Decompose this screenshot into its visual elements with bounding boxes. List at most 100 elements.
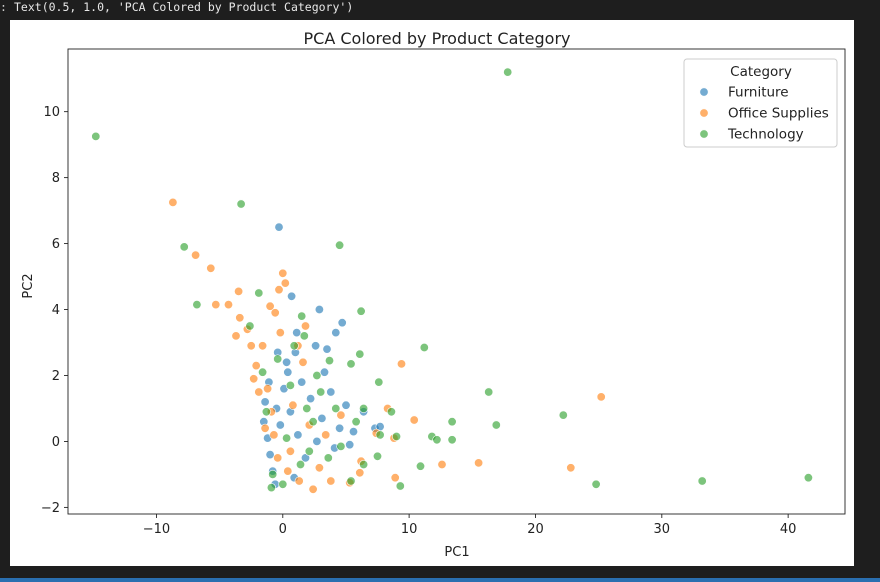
point-furniture [306,394,316,404]
point-technology [273,354,283,364]
point-office-supplies [211,300,221,310]
point-office-supplies [596,392,606,402]
point-furniture [341,400,351,410]
point-technology [558,410,568,420]
x-tick-label: −10 [143,522,170,537]
point-technology [302,403,312,413]
point-furniture [314,304,324,314]
point-technology [254,288,264,298]
point-office-supplies [274,285,284,295]
point-office-supplies [314,463,324,473]
x-axis-ticks: −10 0 10 20 30 40 [143,514,797,537]
legend-label-office-supplies: Office Supplies [728,106,829,122]
point-technology [391,431,401,441]
point-technology [591,479,601,489]
point-office-supplies [246,341,256,351]
point-office-supplies [251,361,261,371]
point-furniture [348,427,358,437]
points-layer [91,67,813,494]
point-office-supplies [168,197,178,207]
x-axis-label: PC1 [444,545,469,560]
point-furniture [317,413,327,423]
point-technology [374,377,384,387]
point-technology [335,240,345,250]
point-technology [419,342,429,352]
point-technology [304,446,314,456]
point-office-supplies [249,374,259,384]
point-furniture [260,397,270,407]
point-technology [346,476,356,486]
point-technology [308,417,318,427]
point-office-supplies [263,384,273,394]
y-tick-label: −2 [41,501,60,516]
legend-marker-furniture [699,87,709,97]
point-furniture [326,387,336,397]
point-technology [447,417,457,427]
point-technology [356,306,366,316]
x-tick-label: 30 [654,522,671,537]
point-technology [697,476,707,486]
output-gutter: : [0,0,7,14]
point-technology [179,242,189,252]
point-technology [803,473,813,483]
chart-title: PCA Colored by Product Category [304,29,571,48]
point-office-supplies [390,473,400,483]
point-office-supplies [224,300,234,310]
point-office-supplies [298,357,308,367]
point-office-supplies [269,430,279,440]
point-furniture [265,450,275,460]
y-tick-label: 0 [52,435,60,450]
point-technology [351,417,361,427]
point-technology [316,387,326,397]
y-axis-label: PC2 [21,273,36,298]
point-technology [336,441,346,451]
point-furniture [331,328,341,338]
legend-label-technology: Technology [727,127,804,143]
point-furniture [311,341,321,351]
point-technology [268,469,278,479]
point-furniture [275,420,285,430]
point-furniture [319,367,329,377]
point-office-supplies [285,446,295,456]
point-technology [261,407,271,417]
point-furniture [282,357,292,367]
point-office-supplies [206,263,216,273]
point-office-supplies [273,453,283,463]
y-tick-label: 6 [52,237,60,252]
point-technology [278,479,288,489]
point-technology [258,367,268,377]
x-tick-label: 40 [780,522,797,537]
point-office-supplies [294,476,304,486]
point-technology [359,459,369,469]
point-technology [266,483,276,493]
plot-frame [67,48,846,515]
point-office-supplies [308,484,318,494]
point-technology [245,321,255,331]
legend-marker-office-supplies [699,108,709,118]
x-tick-label: 0 [279,522,287,537]
point-furniture [287,291,297,301]
point-technology [312,370,322,380]
point-furniture [283,367,293,377]
point-furniture [312,436,322,446]
point-furniture [297,377,307,387]
point-technology [447,435,457,445]
point-office-supplies [566,463,576,473]
y-tick-label: 4 [52,303,60,318]
point-office-supplies [300,321,310,331]
point-office-supplies [270,308,280,318]
point-office-supplies [265,301,275,311]
point-technology [323,453,333,463]
x-tick-label: 20 [527,522,544,537]
point-technology [282,433,292,443]
cell-output-text: : Text(0.5, 1.0, 'PCA Colored by Product … [0,0,880,18]
legend: Category Furniture Office Supplies Technol… [683,58,838,148]
point-technology [415,461,425,471]
point-technology [346,359,356,369]
point-furniture [292,328,302,338]
point-office-supplies [231,331,241,341]
point-office-supplies [234,286,244,296]
window-bottom-border [0,578,880,582]
point-technology [372,451,382,461]
point-furniture [345,440,355,450]
